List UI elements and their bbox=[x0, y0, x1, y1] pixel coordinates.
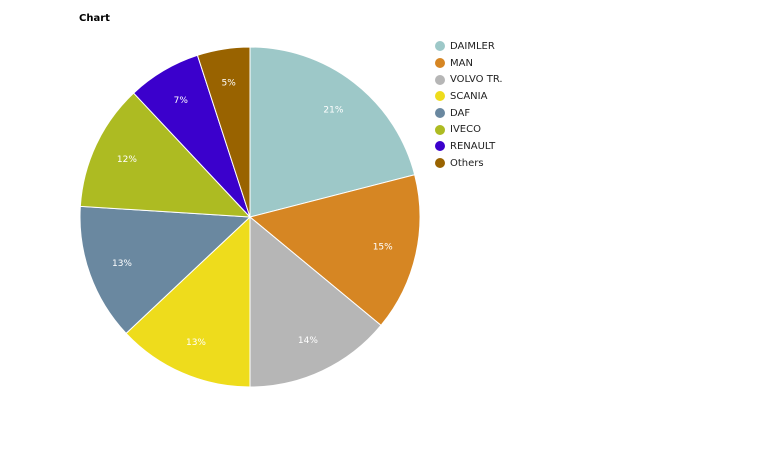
legend-item[interactable]: DAIMLER bbox=[435, 38, 503, 55]
legend-swatch bbox=[435, 141, 445, 152]
slice-percent-label: 15% bbox=[373, 243, 393, 253]
pie-slice-labels: 21% 15% 14% 13% 13% 12% 7% 5% bbox=[112, 79, 393, 348]
legend-item[interactable]: DAF bbox=[435, 105, 503, 122]
pie-slice-daimler[interactable] bbox=[249, 46, 416, 218]
legend-item[interactable]: RENAULT bbox=[435, 138, 503, 155]
pie-slice-volvo-tr[interactable] bbox=[249, 215, 382, 388]
legend-swatch bbox=[435, 41, 445, 52]
legend-label: DAF bbox=[450, 107, 471, 119]
slice-percent-label: 13% bbox=[112, 259, 132, 269]
legend-label: DAIMLER bbox=[450, 40, 495, 52]
legend-swatch bbox=[435, 74, 445, 85]
legend-swatch bbox=[435, 91, 445, 102]
slice-percent-label: 7% bbox=[174, 96, 189, 106]
chart-legend: DAIMLER MAN VOLVO TR. SCANIA DAF IVECO RENAULT… bbox=[435, 38, 503, 172]
pie-slices bbox=[79, 46, 421, 388]
legend-label: MAN bbox=[450, 57, 473, 69]
pie-slice-iveco[interactable] bbox=[79, 92, 252, 218]
legend-item[interactable]: VOLVO TR. bbox=[435, 71, 503, 88]
legend-swatch bbox=[435, 158, 445, 169]
legend-swatch bbox=[435, 124, 445, 135]
slice-percent-label: 14% bbox=[298, 336, 318, 346]
pie-slice-scania[interactable] bbox=[125, 215, 251, 388]
slice-percent-label: 13% bbox=[186, 338, 206, 348]
legend-label: SCANIA bbox=[450, 90, 488, 102]
legend-item[interactable]: SCANIA bbox=[435, 88, 503, 105]
slice-percent-label: 5% bbox=[222, 79, 237, 89]
chart-title: Chart bbox=[79, 13, 110, 24]
legend-label: Others bbox=[450, 157, 484, 169]
legend-item[interactable]: MAN bbox=[435, 55, 503, 72]
slice-percent-label: 21% bbox=[323, 106, 343, 116]
pie-slice-others[interactable] bbox=[196, 46, 251, 218]
legend-swatch bbox=[435, 58, 445, 69]
legend-label: VOLVO TR. bbox=[450, 74, 503, 86]
legend-item[interactable]: IVECO bbox=[435, 121, 503, 138]
legend-label: RENAULT bbox=[450, 140, 496, 152]
pie-slice-daf[interactable] bbox=[79, 205, 252, 335]
pie-slice-man[interactable] bbox=[248, 174, 421, 327]
legend-label: IVECO bbox=[450, 124, 481, 136]
legend-swatch bbox=[435, 108, 445, 119]
slice-percent-label: 12% bbox=[117, 155, 137, 165]
legend-item[interactable]: Others bbox=[435, 155, 503, 172]
